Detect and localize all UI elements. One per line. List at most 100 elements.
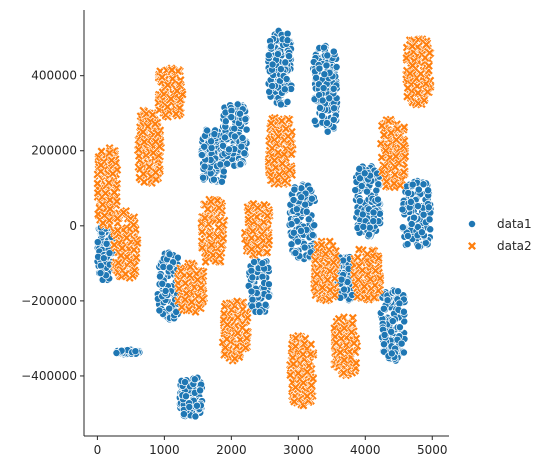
- data1-point: [237, 142, 246, 151]
- data1-point: [387, 349, 396, 358]
- data2-point-group: [212, 196, 222, 205]
- data2-point-group: [113, 225, 123, 235]
- data2-point-group: [113, 214, 122, 223]
- data1-point: [304, 215, 313, 224]
- data2-point-group: [215, 251, 224, 261]
- data1-point: [219, 167, 228, 176]
- data1-point: [387, 327, 396, 336]
- data1-point: [93, 238, 102, 247]
- data2-point-group: [134, 145, 144, 155]
- data1-point: [268, 82, 277, 90]
- data1-point: [332, 63, 341, 71]
- data1-point: [190, 375, 199, 384]
- data1-point: [315, 64, 324, 73]
- data1-point: [403, 231, 412, 240]
- data1-point: [380, 340, 388, 349]
- data1-point: [310, 221, 319, 230]
- data1-point: [320, 70, 329, 79]
- data1-point: [230, 132, 239, 141]
- data2-point-group: [159, 89, 169, 99]
- data1-point: [300, 243, 309, 252]
- data2-cluster-4: [173, 258, 209, 317]
- data1-point: [196, 386, 205, 395]
- data1-point: [358, 210, 367, 219]
- data1-point: [424, 186, 433, 195]
- data2-point-group: [104, 215, 114, 225]
- data2-cluster-2: [133, 106, 166, 188]
- data2-point-group: [101, 188, 110, 198]
- data1-point: [325, 94, 334, 103]
- data1-point: [240, 149, 249, 158]
- data2-point-group: [112, 196, 122, 206]
- data1-point: [388, 317, 397, 326]
- data1-point: [323, 119, 331, 127]
- data1-cluster-12: [376, 286, 409, 365]
- data2-point-group: [185, 262, 195, 272]
- series-data1: [93, 26, 435, 421]
- data1-point: [287, 220, 296, 229]
- data1-point: [369, 217, 378, 226]
- data2-point-group: [262, 211, 272, 221]
- data1-point: [282, 75, 291, 83]
- data2-point-group: [172, 86, 182, 96]
- data2-point-group: [144, 162, 154, 172]
- data2-point-group: [214, 203, 224, 213]
- data2-point-group: [247, 233, 257, 243]
- data1-point: [320, 43, 328, 52]
- data2-point-group: [157, 72, 167, 82]
- data2-point-group: [151, 137, 161, 147]
- data2-point-group: [230, 354, 240, 364]
- data1-point: [289, 196, 298, 204]
- data1-point: [185, 402, 194, 411]
- data1-point: [406, 197, 415, 206]
- data1-point: [297, 226, 305, 235]
- data2-point-group: [141, 109, 151, 119]
- data1-point: [290, 185, 299, 194]
- data1-point: [200, 142, 209, 151]
- data2-point-group: [232, 296, 242, 306]
- data1-point: [216, 160, 225, 169]
- data1-point: [292, 205, 301, 214]
- data2-point-group: [113, 258, 123, 268]
- data1-point: [289, 228, 298, 237]
- data1-point: [200, 162, 209, 171]
- data1-point: [283, 36, 292, 45]
- data2-point-group: [109, 240, 119, 250]
- data1-point: [182, 392, 190, 401]
- data2-point-group: [109, 187, 119, 197]
- data1-point: [310, 116, 319, 125]
- data1-point: [264, 292, 273, 301]
- data1-point: [375, 209, 384, 218]
- data2-point-group: [252, 241, 262, 251]
- data1-point: [220, 133, 229, 142]
- data1-point: [365, 230, 374, 239]
- data1-point: [96, 269, 105, 278]
- data2-point-group: [207, 240, 217, 250]
- data2-point-group: [163, 80, 173, 90]
- data1-point: [323, 51, 332, 60]
- data1-point: [394, 287, 402, 296]
- data2-point-group: [108, 169, 118, 179]
- data1-point: [236, 160, 245, 169]
- data1-point: [308, 231, 317, 239]
- data2-point-group: [201, 257, 211, 267]
- data1-cluster-6: [244, 257, 274, 316]
- data1-point: [261, 300, 270, 309]
- data2-point-group: [121, 269, 131, 279]
- data1-point: [236, 109, 244, 118]
- data2-point-group: [192, 269, 201, 279]
- data1-point: [398, 205, 407, 214]
- data2-cluster-6: [218, 296, 253, 366]
- data2-point-group: [116, 251, 126, 260]
- data1-point: [276, 100, 285, 109]
- data1-point: [99, 254, 108, 263]
- data1-point: [242, 125, 251, 134]
- data1-point: [207, 143, 216, 152]
- data1-point: [360, 169, 369, 178]
- data1-point: [199, 173, 208, 182]
- data1-point: [276, 65, 285, 74]
- data2-point-group: [206, 197, 216, 207]
- data1-point: [425, 215, 434, 224]
- data1-point: [417, 228, 426, 237]
- data2-point-group: [104, 178, 114, 188]
